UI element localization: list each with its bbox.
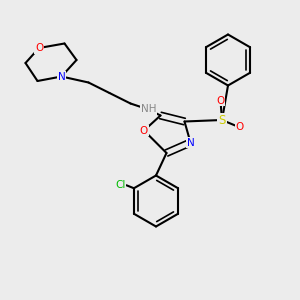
Text: N: N	[58, 71, 65, 82]
Text: Cl: Cl	[115, 180, 126, 190]
Text: O: O	[216, 95, 225, 106]
Text: O: O	[35, 43, 43, 53]
Text: N: N	[187, 137, 194, 148]
Text: NH: NH	[141, 104, 156, 115]
Text: S: S	[218, 113, 226, 127]
Text: O: O	[236, 122, 244, 133]
Text: O: O	[140, 125, 148, 136]
